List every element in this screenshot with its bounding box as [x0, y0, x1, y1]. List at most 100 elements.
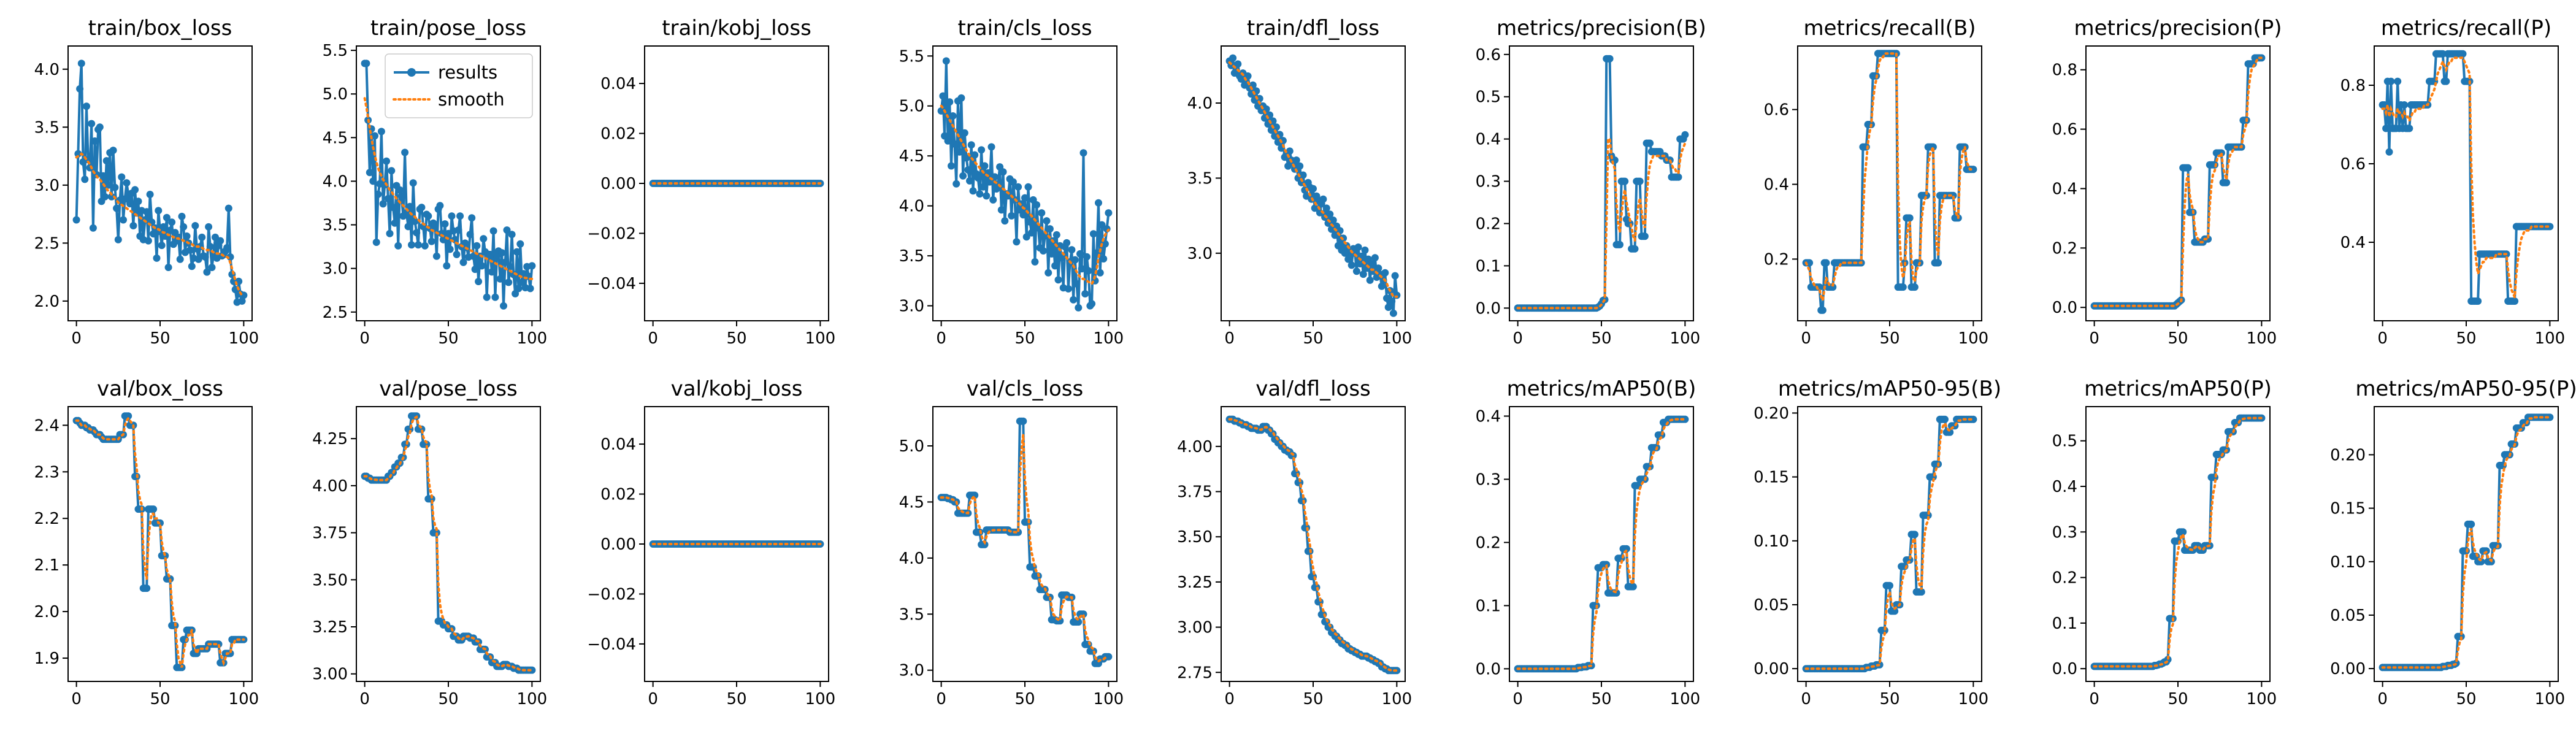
- results-point: [91, 137, 99, 145]
- y-tick-label: 0.0: [2052, 299, 2077, 317]
- results-point: [1319, 195, 1327, 203]
- results-point: [1344, 255, 1352, 263]
- results-point: [1034, 224, 1042, 232]
- results-point: [1862, 143, 1870, 151]
- axes-frame: [1509, 45, 1694, 321]
- results-point: [2439, 50, 2447, 58]
- results-point: [471, 266, 479, 274]
- results-point: [979, 183, 987, 191]
- y-tick-label: 3.50: [1177, 528, 1213, 546]
- y-tick-label: 0.1: [1476, 597, 1501, 615]
- axes-frame: [2374, 406, 2559, 682]
- y-tick-label: 5.0: [323, 85, 348, 104]
- results-point: [1891, 607, 1899, 615]
- smooth-series-line: [2093, 416, 2263, 668]
- results-point: [1083, 253, 1091, 261]
- legend-smooth-label: smooth: [438, 89, 505, 110]
- subplot-title: val/pose_loss: [379, 377, 518, 401]
- results-point: [143, 208, 151, 216]
- results-point: [371, 132, 378, 140]
- results-point: [2387, 77, 2395, 85]
- results-point: [951, 140, 959, 148]
- results-point: [959, 172, 967, 180]
- results-point: [508, 231, 516, 239]
- y-tick-label: 0.6: [1764, 101, 1789, 120]
- x-tick-label: 0: [1512, 690, 1523, 708]
- x-tick-label: 100: [1670, 329, 1701, 348]
- results-point: [1014, 183, 1022, 191]
- y-tick-label: 0.5: [1476, 88, 1501, 107]
- results-point: [1606, 55, 1614, 63]
- y-tick-label: 0.4: [2052, 180, 2077, 198]
- y-tick-label: 5.0: [899, 437, 924, 456]
- results-point: [1068, 246, 1076, 254]
- smooth-series-line: [940, 434, 1110, 663]
- results-point: [498, 249, 506, 257]
- results-point: [394, 242, 402, 250]
- results-point: [942, 57, 950, 65]
- subplot: val/cls_loss 0 50 100 3.0 3.5 4.0 4.5 5.0: [899, 377, 1124, 708]
- axes-frame: [644, 406, 829, 682]
- y-tick-label: 0.4: [1764, 176, 1789, 194]
- results-point: [83, 102, 90, 110]
- results-point: [939, 92, 947, 100]
- results-point: [409, 179, 417, 187]
- results-point: [1031, 258, 1039, 266]
- results-point: [176, 255, 184, 263]
- results-point: [1027, 229, 1035, 237]
- y-tick-label: 3.5: [899, 605, 924, 624]
- results-point: [1829, 283, 1837, 291]
- y-tick-label: −0.02: [587, 224, 636, 243]
- results-point: [1234, 60, 1242, 68]
- results-point: [2401, 101, 2409, 109]
- x-tick-label: 100: [517, 690, 548, 708]
- smooth-series-line: [1228, 418, 1398, 672]
- axes-frame: [1221, 45, 1406, 321]
- results-point: [2385, 148, 2393, 156]
- y-tick-label: 3.5: [1187, 169, 1213, 188]
- results-point: [1296, 162, 1304, 170]
- results-point: [1309, 185, 1317, 193]
- results-point: [469, 252, 477, 260]
- y-tick-label: 0.05: [2330, 607, 2366, 625]
- subplot-title: metrics/mAP50(P): [2084, 377, 2272, 401]
- results-point: [937, 107, 945, 115]
- x-tick-label: 0: [71, 690, 82, 708]
- results-point: [1969, 166, 1977, 174]
- results-point: [976, 190, 984, 198]
- results-point: [2405, 125, 2413, 132]
- results-point: [1054, 276, 1062, 284]
- results-point: [453, 250, 461, 258]
- results-point: [1038, 209, 1046, 217]
- y-tick-label: 4.00: [312, 477, 348, 496]
- x-tick-label: 50: [1014, 690, 1035, 708]
- smooth-series-line: [2093, 56, 2263, 307]
- y-tick-label: 0.15: [2330, 500, 2366, 518]
- x-tick-label: 0: [2089, 690, 2099, 708]
- results-point: [432, 252, 440, 260]
- results-point: [178, 212, 186, 220]
- results-point: [987, 143, 995, 151]
- subplot: val/box_loss 0 50 100 1.9 2.0 2.1 2.2 2.3 2.4: [34, 377, 259, 708]
- x-tick-label: 100: [229, 329, 259, 348]
- subplot-title: train/pose_loss: [370, 16, 526, 40]
- x-tick-label: 100: [2247, 690, 2277, 708]
- results-point: [1911, 283, 1919, 291]
- results-point: [226, 650, 234, 657]
- y-tick-label: 3.5: [323, 217, 348, 235]
- results-point: [107, 193, 115, 201]
- x-tick-label: 0: [1512, 329, 1523, 348]
- y-tick-label: 0.5: [2052, 432, 2077, 451]
- results-point: [2394, 77, 2402, 85]
- results-point: [1022, 233, 1030, 241]
- y-tick-label: 3.5: [34, 118, 59, 137]
- results-point: [188, 263, 196, 270]
- results-point: [1322, 204, 1330, 212]
- axes-frame: [932, 45, 1117, 321]
- x-tick-label: 50: [1879, 690, 1899, 708]
- results-point: [1674, 173, 1682, 181]
- results-point: [1621, 177, 1629, 185]
- results-point: [369, 177, 377, 185]
- x-tick-label: 100: [1094, 329, 1124, 348]
- x-tick-label: 50: [726, 329, 746, 348]
